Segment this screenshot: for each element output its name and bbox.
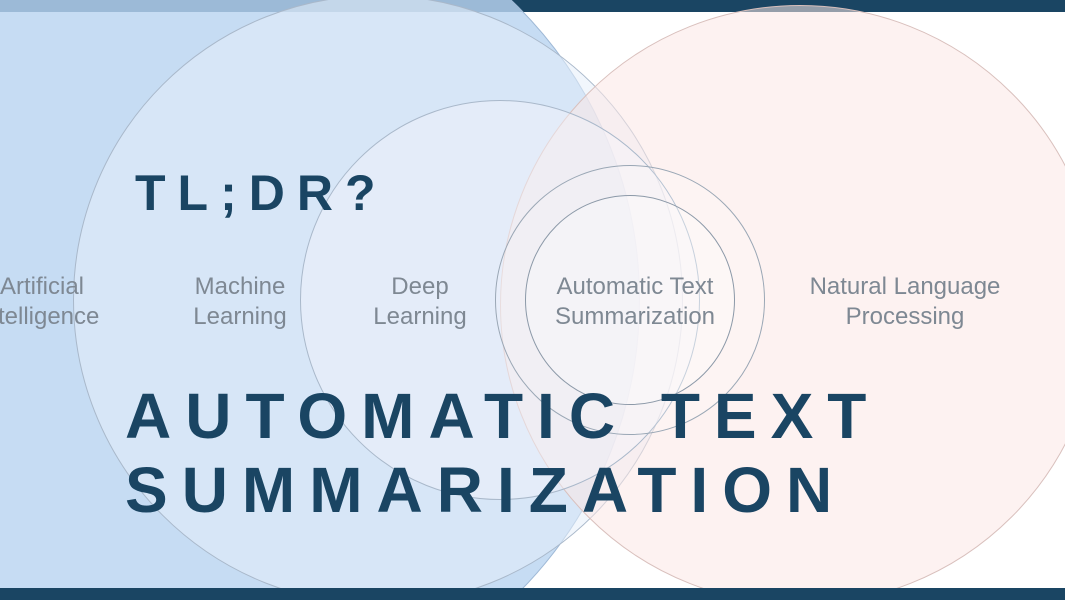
label-dl: Deep Learning: [373, 272, 466, 332]
label-ai: Artificial ntelligence: [0, 272, 99, 332]
diagram-canvas: Artificial ntelligence Machine Learning …: [0, 0, 1065, 600]
label-ml: Machine Learning: [193, 272, 286, 332]
label-nlp: Natural Language Processing: [810, 272, 1001, 332]
title-heading: AUTOMATIC TEXT SUMMARIZATION: [125, 380, 880, 527]
label-ats: Automatic Text Summarization: [555, 272, 715, 332]
tldr-heading: TL;DR?: [135, 165, 388, 223]
bottom-bar: [0, 588, 1065, 600]
